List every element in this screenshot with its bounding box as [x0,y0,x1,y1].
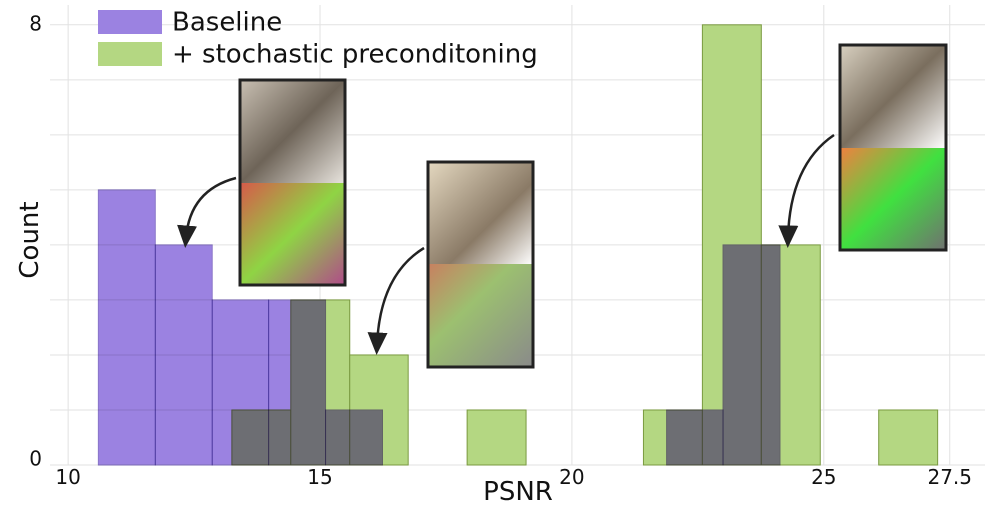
histogram-bar [722,244,781,466]
histogram-bar [268,299,327,466]
inset-image [428,264,533,367]
y-axis-label: Count [15,201,45,278]
legend-swatch [98,42,162,66]
legend-label: Baseline [172,8,282,38]
arrow [778,133,835,248]
arrow [367,246,425,355]
legend-swatch [98,10,162,34]
histogram-bar [878,409,939,466]
inset-frame [838,43,948,252]
legend-label: + stochastic preconditoning [172,40,538,70]
inset-image [840,45,946,148]
insets [177,43,948,369]
inset-image [840,148,946,250]
histogram-bar [666,409,724,466]
histogram-bar [97,189,156,466]
histogram-bar [211,299,270,466]
y-tick-label: 8 [29,11,42,35]
inset-image [240,80,345,183]
x-tick-label: 10 [55,465,80,489]
inset-image [428,162,533,264]
arrow [177,176,237,248]
inset-frame [238,78,347,287]
y-tick-label: 0 [29,447,42,471]
x-tick-label: 27.5 [927,465,972,489]
inset-frame [426,160,535,369]
x-axis-label: PSNR [483,477,553,507]
x-tick-label: 15 [307,465,332,489]
histogram-bar [466,409,527,466]
x-tick-label: 20 [559,465,584,489]
x-tick-label: 25 [811,465,836,489]
inset-image [240,183,345,285]
histogram-bar [325,409,383,466]
histogram-bar [154,244,213,466]
